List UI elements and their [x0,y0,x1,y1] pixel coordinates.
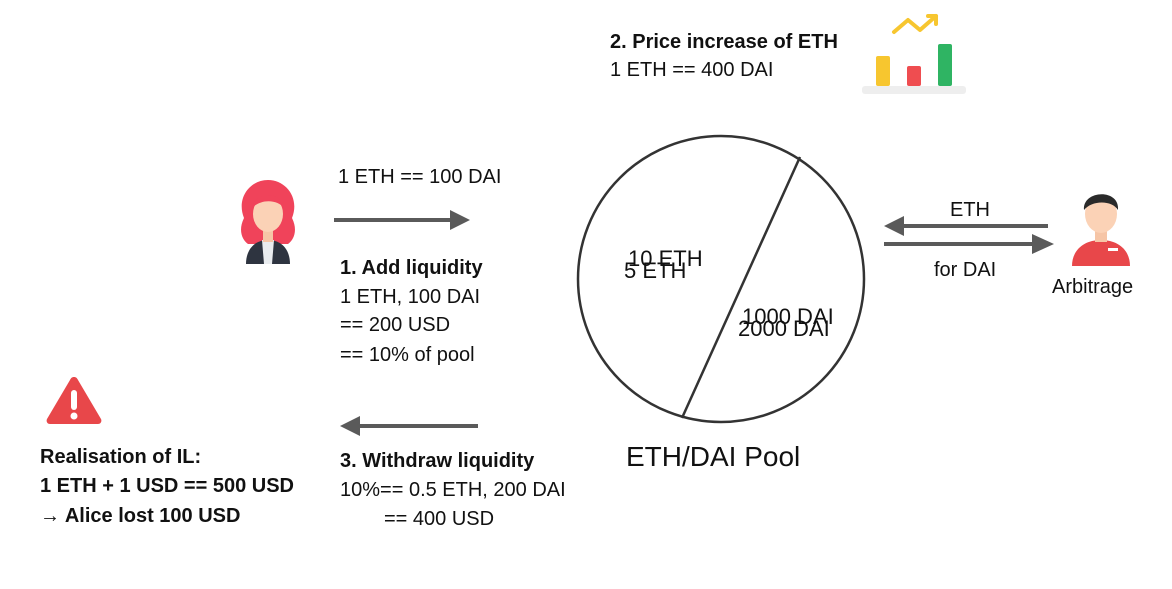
rising-bar-chart-icon [862,14,966,94]
withdraw-arrow [340,416,478,436]
il-line1: 1 ETH + 1 USD == 500 USD [40,475,295,497]
add-liquidity-line1: 1 ETH, 100 DAI [340,286,481,308]
man-avatar-icon [1072,194,1130,266]
add-liquidity-line3: == 10% of pool [340,344,475,366]
initial-rate-label: 1 ETH == 100 DAI [338,166,502,188]
add-liquidity-line2: == 200 USD [340,314,451,336]
arbitrage-eth-label: ETH [950,199,990,221]
add-liquidity-title: 1. Add liquidity [340,257,483,279]
pool-label: ETH/DAI Pool [626,441,801,472]
il-line2-row: → Alice lost 100 USD [40,502,240,530]
add-liquidity-arrow [334,210,470,230]
right-arrow-icon: → [40,505,60,527]
woman-avatar-icon [241,180,295,264]
il-line2: Alice lost 100 USD [64,505,241,527]
arbitrage-arrows [884,216,1054,254]
price-increase-rate: 1 ETH == 400 DAI [610,59,774,81]
pool-dai-before: 1000 DAI [742,304,834,329]
price-increase-title: 2. Price increase of ETH [610,31,838,53]
withdraw-line2: == 400 USD [384,508,495,530]
withdraw-line1: 10%== 0.5 ETH, 200 DAI [340,479,566,501]
arbitrage-dai-label: for DAI [934,259,997,281]
withdraw-title: 3. Withdraw liquidity [340,450,535,472]
arbitrage-actor-label: Arbitrage [1052,276,1134,298]
warning-triangle-icon [46,377,102,424]
pool-circle [576,134,866,424]
pool-dai-after: 2000 DAI [738,316,830,341]
il-title: Realisation of IL: [40,446,202,468]
pool-eth-before: 10 ETH [628,246,703,271]
pool-eth-after: 5 ETH [624,258,687,283]
